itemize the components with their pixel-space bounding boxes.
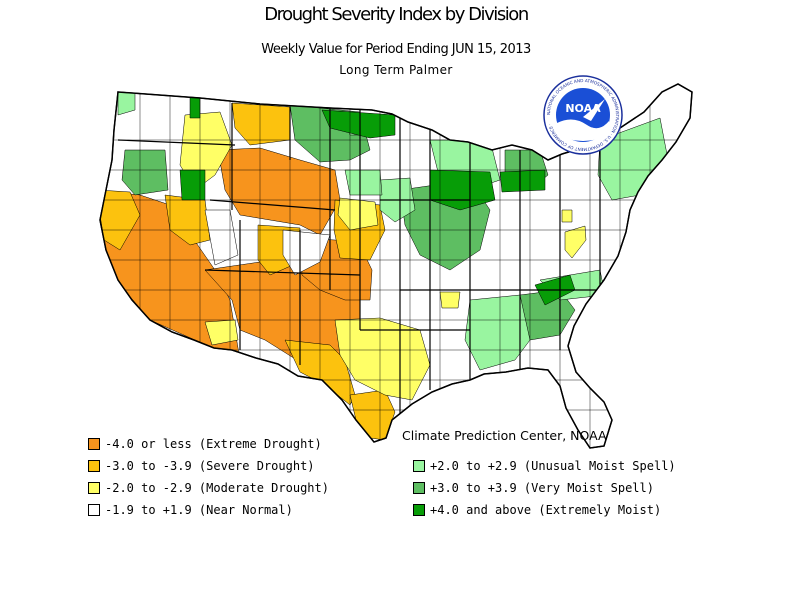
conus-border <box>99 83 693 449</box>
legend-label-extreme: -4.0 or less (Extreme Drought) <box>105 437 322 451</box>
region-extremely-moist-michigan <box>499 169 546 193</box>
legend-swatch-extremely-moist <box>413 504 425 516</box>
region-unusual-moist-plains <box>344 169 383 196</box>
legend-label-moderate: -2.0 to -2.9 (Moderate Drought) <box>105 481 329 495</box>
legend-item-normal: -1.9 to +1.9 (Near Normal) <box>88 503 293 517</box>
region-severe-montana <box>231 102 291 146</box>
noaa-logo-text: NOAA <box>565 102 601 115</box>
legend-label-very-moist: +3.0 to +3.9 (Very Moist Spell) <box>430 481 654 495</box>
region-moderate-plains <box>337 197 379 231</box>
legend-swatch-moderate <box>88 482 100 494</box>
legend-item-very-moist: +3.0 to +3.9 (Very Moist Spell) <box>413 481 654 495</box>
noaa-logo: NOAA NATIONAL OCEANIC AND ATMOSPHERIC AD… <box>543 75 623 155</box>
state-boundaries <box>117 103 601 420</box>
region-extremely-moist-idaho <box>179 169 206 201</box>
region-extremely-moist-minnesota <box>321 109 396 139</box>
region-severe-oregon-coast <box>100 189 141 251</box>
legend-label-unusual-moist: +2.0 to +2.9 (Unusual Moist Spell) <box>430 459 676 473</box>
region-extremely-moist-ne <box>674 159 689 179</box>
legend-item-extremely-moist: +4.0 and above (Extremely Moist) <box>413 503 661 517</box>
legend-item-unusual-moist: +2.0 to +2.9 (Unusual Moist Spell) <box>413 459 676 473</box>
region-normal-colorado-wy <box>282 229 331 276</box>
drought-regions <box>100 91 689 441</box>
region-moderate-pennsylvania <box>561 209 573 223</box>
legend-item-extreme: -4.0 or less (Extreme Drought) <box>88 437 322 451</box>
legend-swatch-very-moist <box>413 482 425 494</box>
region-moderate-kansas-small <box>439 291 461 309</box>
legend-swatch-severe <box>88 460 100 472</box>
map-subtitle: Weekly Value for Period Ending JUN 15, 2… <box>261 42 531 57</box>
legend-label-extremely-moist: +4.0 and above (Extremely Moist) <box>430 503 662 517</box>
region-moderate-virginia <box>564 225 587 259</box>
legend-swatch-unusual-moist <box>413 460 425 472</box>
region-very-moist-oregon <box>121 149 169 196</box>
region-moderate-texas <box>334 317 431 401</box>
region-moderate-arizona-sw <box>204 319 239 346</box>
region-extremely-moist-wa-small <box>189 96 201 119</box>
region-normal-nevada-west <box>204 209 239 266</box>
map-subtitle-index: Long Term Palmer <box>339 63 453 77</box>
legend-item-severe: -3.0 to -3.9 (Severe Drought) <box>88 459 315 473</box>
legend-label-normal: -1.9 to +1.9 (Near Normal) <box>105 503 293 517</box>
map-title: Drought Severity Index by Division <box>264 4 529 25</box>
legend-label-severe: -3.0 to -3.9 (Severe Drought) <box>105 459 315 473</box>
credit-text: Climate Prediction Center, NOAA <box>402 428 607 443</box>
legend-item-moderate: -2.0 to -2.9 (Moderate Drought) <box>88 481 329 495</box>
legend-swatch-extreme <box>88 438 100 450</box>
legend-swatch-normal <box>88 504 100 516</box>
